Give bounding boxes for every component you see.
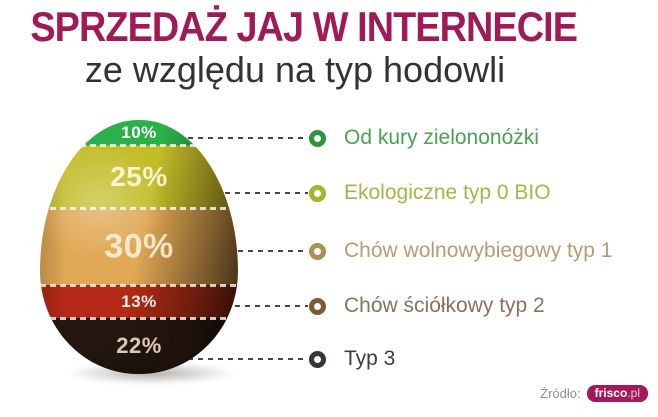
legend-item-label: Ekologiczne typ 0 BIO <box>344 181 551 204</box>
band-percent-label: 13% <box>121 291 157 311</box>
legend-ring-bullet <box>309 298 326 315</box>
legend-ring-bullet <box>309 130 326 147</box>
band-separator-line <box>40 316 238 320</box>
legend-item-label: Od kury zielononóżki <box>344 126 539 149</box>
band-percent-label: 22% <box>116 333 162 359</box>
band-separator-line <box>40 207 238 211</box>
page-title-text: SPRZEDAŻ JAJ W INTERNECIE <box>30 3 578 50</box>
header: SPRZEDAŻ JAJ W INTERNECIE ze względu na … <box>0 6 590 88</box>
frisco-logo-suffix: .pl <box>627 386 640 400</box>
legend-connector-line <box>215 192 308 194</box>
legend-item-label: Chów wolnowybiegowy typ 1 <box>344 239 613 262</box>
frisco-logo: frisco.pl <box>586 385 648 402</box>
page-subtitle: ze względu na typ hodowli <box>84 49 506 90</box>
source-attribution: Źródło: frisco.pl <box>540 385 648 402</box>
page-title: SPRZEDAŻ JAJ W INTERNECIE <box>0 6 590 48</box>
frisco-logo-name: frisco <box>594 386 628 400</box>
legend-item-label: Chów ściółkowy typ 2 <box>344 294 545 317</box>
band-percent-label: 30% <box>104 227 174 266</box>
legend-connector-line <box>218 250 308 252</box>
legend-connector-line <box>178 137 308 139</box>
band-percent-label: 25% <box>110 161 168 193</box>
legend-connector-line <box>215 305 308 307</box>
band-percent-label: 10% <box>121 122 157 142</box>
legend-ring-bullet <box>309 351 326 368</box>
egg-chart: 10% 25% 30% 13% 22% <box>40 120 238 374</box>
source-label: Źródło: <box>540 386 581 401</box>
legend-ring-bullet <box>309 185 326 202</box>
legend-ring-bullet <box>309 243 326 260</box>
band-separator-line <box>40 283 238 287</box>
band-separator-line <box>40 143 238 147</box>
legend-connector-line <box>188 358 308 360</box>
legend-item-label: Typ 3 <box>344 347 396 370</box>
